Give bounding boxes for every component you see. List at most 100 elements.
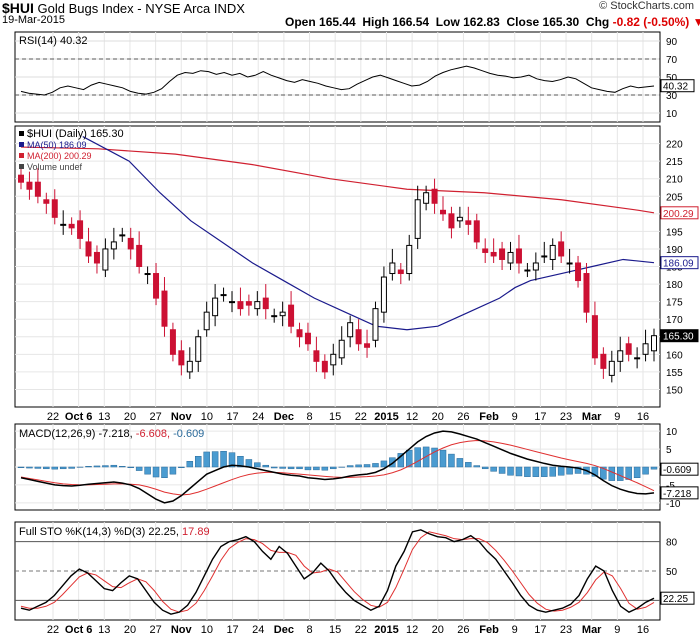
candle-body xyxy=(296,329,303,338)
rsi-last-tag xyxy=(660,79,695,93)
sto-d-line xyxy=(20,531,655,613)
macd-hist-bar xyxy=(346,465,354,468)
sto-last-tag xyxy=(660,591,695,605)
price-tick: 155 xyxy=(666,368,683,379)
macd-hist-bar xyxy=(203,451,210,468)
macd-hist-bar xyxy=(237,456,244,468)
macd-hist-bar xyxy=(161,466,168,478)
candle-body xyxy=(575,262,582,282)
candle-body xyxy=(18,174,24,183)
rsi-tick: 90 xyxy=(666,37,678,48)
macd-hist-bar xyxy=(220,450,227,468)
candle-body xyxy=(532,262,539,271)
sto-k-line xyxy=(20,529,655,615)
price-tick: 170 xyxy=(666,315,683,326)
macd-line xyxy=(20,430,655,504)
price-tick: 210 xyxy=(666,175,683,186)
candle-body xyxy=(499,248,506,260)
macd-hist-bar xyxy=(574,466,582,474)
candle-body xyxy=(153,273,160,299)
macd-hist-bar xyxy=(51,466,59,470)
open-label: Open xyxy=(285,15,316,29)
low-label: Low xyxy=(435,15,460,29)
bottom-x-label: 23 xyxy=(560,624,572,636)
candle-body xyxy=(178,350,185,366)
macd-hist-bar xyxy=(228,452,236,468)
price-x-label: Nov xyxy=(171,411,193,423)
macd-hist-bar xyxy=(127,466,134,468)
candle-body xyxy=(169,329,176,355)
price-x-label: Feb xyxy=(479,411,499,423)
price-last-label: 186.09 xyxy=(663,259,694,270)
candle-body xyxy=(347,322,354,338)
price-x-label: 20 xyxy=(432,411,444,423)
close-value: 165.30 xyxy=(542,15,580,29)
legend-swatch xyxy=(19,142,24,147)
sto-legend-part: 22.25, xyxy=(148,526,182,538)
macd-hist-bar xyxy=(144,466,151,475)
bottom-x-label: Mar xyxy=(582,624,602,636)
quote-bar: Open 165.44 High 166.54 Low 162.83 Close… xyxy=(285,15,700,29)
macd-hist-bar xyxy=(532,466,540,477)
price-last-tag xyxy=(660,206,699,220)
macd-hist-bar xyxy=(304,466,312,471)
macd-hist-bar xyxy=(178,466,185,468)
price-tick: 220 xyxy=(666,140,683,151)
candle-body xyxy=(423,192,430,204)
candle-body xyxy=(77,220,84,239)
price-x-label: 12 xyxy=(406,411,418,423)
price-x-label: Dec xyxy=(274,411,294,423)
price-tick: 205 xyxy=(666,192,683,203)
candle-body xyxy=(330,353,337,366)
candle-body xyxy=(507,251,514,264)
candle-body xyxy=(558,241,565,257)
candle-body xyxy=(490,251,497,257)
candle-body xyxy=(448,213,455,229)
candle-body xyxy=(397,269,404,275)
candle-body xyxy=(304,332,311,345)
candle-body xyxy=(431,188,438,204)
price-x-label: 26 xyxy=(457,411,469,423)
macd-hist-bar xyxy=(600,466,607,480)
high-value: 166.54 xyxy=(392,15,430,29)
candle-body xyxy=(617,350,624,362)
sto-tick: 80 xyxy=(666,538,678,549)
price-tick: 160 xyxy=(666,350,683,361)
macd-hist-bar xyxy=(372,463,379,468)
price-x-label: 8 xyxy=(306,411,312,423)
bottom-x-label: 17 xyxy=(226,624,238,636)
price-x-label: 23 xyxy=(560,411,572,423)
candle-body xyxy=(102,248,109,271)
candle-body xyxy=(254,301,261,310)
candle-body xyxy=(634,357,641,360)
macd-hist-bar xyxy=(389,457,396,468)
price-tick: 195 xyxy=(666,227,683,238)
macd-hist-bar xyxy=(363,464,371,468)
macd-hist-bar xyxy=(102,465,109,468)
macd-hist-bar xyxy=(642,466,649,475)
macd-hist-bar xyxy=(439,449,447,468)
price-legend-entry: MA(50) 186.09 xyxy=(27,140,87,150)
candle-body xyxy=(220,294,227,297)
candle-body xyxy=(482,248,489,253)
macd-hist-bar xyxy=(380,460,388,468)
macd-hist-bar xyxy=(465,462,472,468)
candle-body xyxy=(195,336,202,362)
price-x-label: 22 xyxy=(47,411,59,423)
macd-hist-bar xyxy=(625,466,632,480)
bottom-x-label: 2015 xyxy=(374,624,398,636)
candle-body xyxy=(600,353,607,369)
macd-hist-bar xyxy=(313,466,320,471)
candle-body xyxy=(110,241,117,250)
price-tick: 180 xyxy=(666,280,683,291)
bottom-x-label: 9 xyxy=(614,624,620,636)
bottom-x-label: 15 xyxy=(329,624,341,636)
candle-body xyxy=(119,234,126,237)
bottom-x-label: 27 xyxy=(149,624,161,636)
macd-last-label: -7.218 xyxy=(663,489,692,500)
price-last-label: 200.29 xyxy=(663,209,694,220)
bottom-x-label: Nov xyxy=(171,624,193,636)
candle-body xyxy=(456,216,463,222)
title: $HUI Gold Bugs Index - NYSE Arca INDX xyxy=(2,0,245,16)
macd-hist-bar xyxy=(498,466,506,474)
